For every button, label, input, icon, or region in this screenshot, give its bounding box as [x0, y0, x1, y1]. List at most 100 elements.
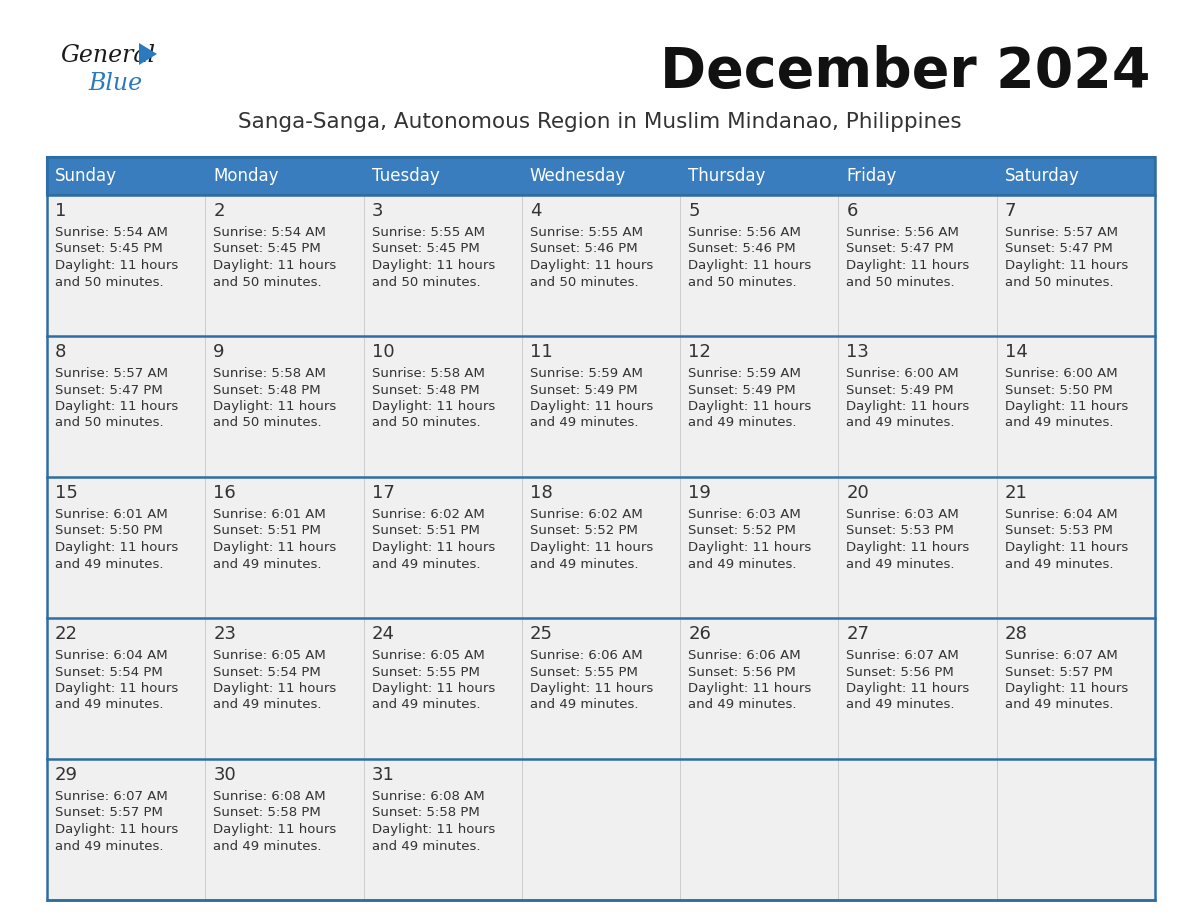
Text: Sunset: 5:51 PM: Sunset: 5:51 PM [372, 524, 480, 538]
Text: Daylight: 11 hours: Daylight: 11 hours [688, 541, 811, 554]
Text: 18: 18 [530, 484, 552, 502]
Text: Sunrise: 6:08 AM: Sunrise: 6:08 AM [372, 790, 485, 803]
Text: Sunset: 5:57 PM: Sunset: 5:57 PM [1005, 666, 1113, 678]
Text: and 49 minutes.: and 49 minutes. [1005, 417, 1113, 430]
Text: Wednesday: Wednesday [530, 167, 626, 185]
Bar [839, 336, 997, 477]
Text: Sunset: 5:51 PM: Sunset: 5:51 PM [214, 524, 321, 538]
Text: Daylight: 11 hours: Daylight: 11 hours [1005, 682, 1127, 695]
Text: Sunset: 5:54 PM: Sunset: 5:54 PM [55, 666, 163, 678]
Bar [364, 618, 522, 759]
Text: Sunset: 5:53 PM: Sunset: 5:53 PM [1005, 524, 1113, 538]
Text: 4: 4 [530, 202, 542, 220]
Bar [522, 157, 681, 195]
Text: Sunset: 5:55 PM: Sunset: 5:55 PM [372, 666, 480, 678]
Bar [364, 336, 522, 477]
Text: Daylight: 11 hours: Daylight: 11 hours [846, 259, 969, 272]
Text: 23: 23 [214, 625, 236, 643]
Text: Daylight: 11 hours: Daylight: 11 hours [372, 682, 495, 695]
Bar [522, 195, 681, 336]
Text: Sunset: 5:55 PM: Sunset: 5:55 PM [530, 666, 638, 678]
Text: Sunset: 5:46 PM: Sunset: 5:46 PM [688, 242, 796, 255]
Text: Sunset: 5:48 PM: Sunset: 5:48 PM [214, 384, 321, 397]
Bar [681, 759, 839, 900]
Text: Daylight: 11 hours: Daylight: 11 hours [530, 541, 653, 554]
Text: and 50 minutes.: and 50 minutes. [846, 275, 955, 288]
Text: 22: 22 [55, 625, 78, 643]
Bar [48, 157, 1155, 900]
Text: Sunrise: 6:00 AM: Sunrise: 6:00 AM [1005, 367, 1118, 380]
Bar [48, 195, 206, 336]
Text: and 50 minutes.: and 50 minutes. [214, 417, 322, 430]
Text: Sunrise: 5:56 AM: Sunrise: 5:56 AM [846, 226, 959, 239]
Text: Saturday: Saturday [1005, 167, 1080, 185]
Bar [681, 157, 839, 195]
Text: and 49 minutes.: and 49 minutes. [372, 557, 480, 570]
Text: 3: 3 [372, 202, 383, 220]
Text: and 50 minutes.: and 50 minutes. [214, 275, 322, 288]
Text: Daylight: 11 hours: Daylight: 11 hours [688, 682, 811, 695]
Text: 21: 21 [1005, 484, 1028, 502]
Bar [48, 336, 206, 477]
Text: and 50 minutes.: and 50 minutes. [55, 275, 164, 288]
Bar [997, 477, 1155, 618]
Text: 27: 27 [846, 625, 870, 643]
Text: and 49 minutes.: and 49 minutes. [372, 699, 480, 711]
Text: Daylight: 11 hours: Daylight: 11 hours [55, 682, 178, 695]
Bar [48, 618, 206, 759]
Bar [522, 336, 681, 477]
Bar [206, 157, 364, 195]
Text: Sunset: 5:53 PM: Sunset: 5:53 PM [846, 524, 954, 538]
Text: Daylight: 11 hours: Daylight: 11 hours [530, 682, 653, 695]
Text: Sunrise: 5:58 AM: Sunrise: 5:58 AM [372, 367, 485, 380]
Bar [48, 477, 206, 618]
Bar [364, 157, 522, 195]
Text: 24: 24 [372, 625, 394, 643]
Bar [997, 618, 1155, 759]
Text: Daylight: 11 hours: Daylight: 11 hours [214, 400, 336, 413]
Text: Sunrise: 5:57 AM: Sunrise: 5:57 AM [55, 367, 168, 380]
Text: Blue: Blue [88, 72, 143, 95]
Text: Sunset: 5:50 PM: Sunset: 5:50 PM [1005, 384, 1112, 397]
Text: 10: 10 [372, 343, 394, 361]
Text: Daylight: 11 hours: Daylight: 11 hours [372, 541, 495, 554]
Text: and 49 minutes.: and 49 minutes. [688, 699, 797, 711]
Text: Sunrise: 6:08 AM: Sunrise: 6:08 AM [214, 790, 326, 803]
Text: 25: 25 [530, 625, 552, 643]
Text: Sunset: 5:58 PM: Sunset: 5:58 PM [372, 807, 479, 820]
Text: and 49 minutes.: and 49 minutes. [846, 699, 955, 711]
Bar [997, 157, 1155, 195]
Bar [206, 477, 364, 618]
Text: Sunset: 5:48 PM: Sunset: 5:48 PM [372, 384, 479, 397]
Text: Daylight: 11 hours: Daylight: 11 hours [55, 400, 178, 413]
Bar [839, 477, 997, 618]
Text: and 49 minutes.: and 49 minutes. [55, 699, 164, 711]
Bar [997, 759, 1155, 900]
Text: Daylight: 11 hours: Daylight: 11 hours [372, 823, 495, 836]
Text: Sunset: 5:50 PM: Sunset: 5:50 PM [55, 524, 163, 538]
Text: 26: 26 [688, 625, 710, 643]
Text: and 50 minutes.: and 50 minutes. [688, 275, 797, 288]
Text: and 49 minutes.: and 49 minutes. [214, 839, 322, 853]
Text: 19: 19 [688, 484, 710, 502]
Bar [839, 759, 997, 900]
Text: Sunrise: 6:03 AM: Sunrise: 6:03 AM [688, 508, 801, 521]
Text: Sunset: 5:45 PM: Sunset: 5:45 PM [55, 242, 163, 255]
Text: Sunrise: 6:05 AM: Sunrise: 6:05 AM [214, 649, 326, 662]
Text: Sunset: 5:49 PM: Sunset: 5:49 PM [846, 384, 954, 397]
Text: and 49 minutes.: and 49 minutes. [688, 557, 797, 570]
Text: and 49 minutes.: and 49 minutes. [214, 557, 322, 570]
Text: Sunrise: 5:58 AM: Sunrise: 5:58 AM [214, 367, 327, 380]
Text: Sunrise: 6:07 AM: Sunrise: 6:07 AM [846, 649, 959, 662]
Bar [522, 477, 681, 618]
Text: Daylight: 11 hours: Daylight: 11 hours [214, 541, 336, 554]
Text: and 49 minutes.: and 49 minutes. [214, 699, 322, 711]
Bar [681, 477, 839, 618]
Bar [364, 195, 522, 336]
Text: Sunrise: 6:01 AM: Sunrise: 6:01 AM [55, 508, 168, 521]
Text: Tuesday: Tuesday [372, 167, 440, 185]
Bar [997, 336, 1155, 477]
Text: Daylight: 11 hours: Daylight: 11 hours [846, 541, 969, 554]
Text: Daylight: 11 hours: Daylight: 11 hours [1005, 259, 1127, 272]
Text: 1: 1 [55, 202, 67, 220]
